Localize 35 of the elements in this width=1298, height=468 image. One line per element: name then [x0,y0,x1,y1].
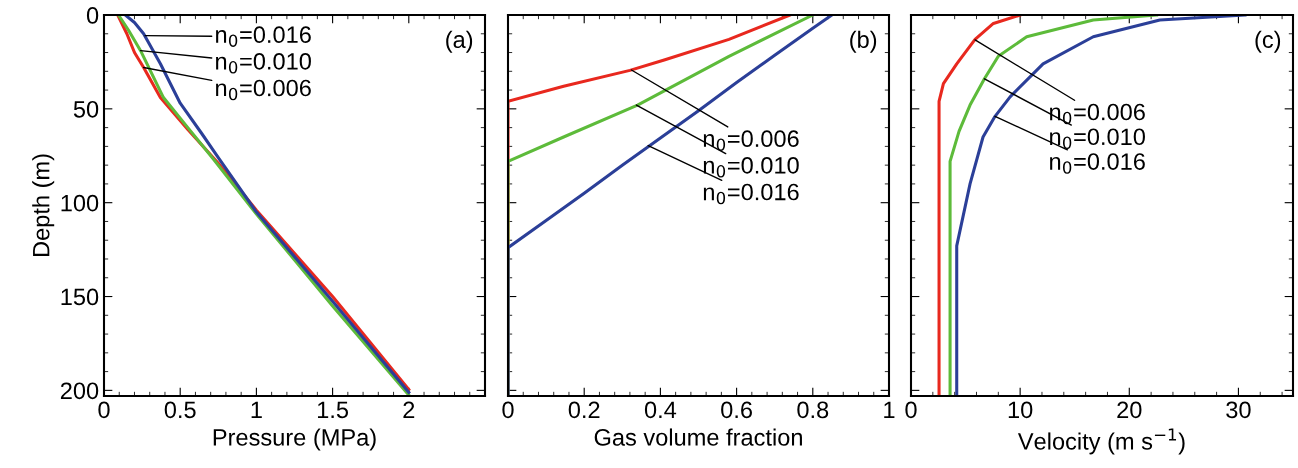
annotation: (a) [446,30,473,53]
annotation: (b) [850,30,877,53]
x-tick-label: 0.2 [568,401,600,419]
y-tick-label: 50 [73,100,99,118]
x-tick-label: 20 [1117,401,1142,419]
x-tick-label: 10 [1008,401,1033,419]
x-tick-label: 2 [403,401,415,418]
y-tick-label: 0 [86,7,99,24]
annotation: n$_{0}$=0.016 [216,26,311,47]
x-tick-label: 0.8 [797,401,829,419]
x-tick-label: 0.4 [644,401,677,419]
x-tick-label: 0 [905,401,917,419]
annotation: n$_{0}$=0.006 [216,79,311,101]
annotation: n$_{0}$=0.006 [703,130,799,151]
y-tick-label: 150 [61,288,99,306]
x-tick-label: 0.6 [721,401,752,419]
annotation: n$_{0}$=0.016 [1050,153,1145,174]
x-tick-label: 30 [1226,401,1251,419]
y-tick-label: 200 [60,382,99,400]
x-tick-label: 0.5 [164,401,196,419]
x-axis-title: Velocity (m s$^{−1}$) [1017,428,1185,455]
annotation: (c) [1255,30,1281,53]
x-axis-title: Gas volume fraction [594,428,802,446]
y-tick-label: 100 [61,194,99,212]
y-axis-title: Depth (m) [32,154,55,257]
annotation: n$_{0}$=0.016 [703,183,799,205]
x-tick-label: 0 [502,401,514,419]
annotation: n$_{0}$=0.010 [703,156,799,178]
annotation: n$_{0}$=0.010 [1050,128,1145,149]
x-tick-label: 1 [884,401,895,418]
x-tick-label: 1.5 [317,401,349,419]
x-axis-title: Pressure (MPa) [213,428,376,451]
x-tick-label: 0 [98,401,110,419]
x-tick-label: 1 [251,401,262,418]
annotation: n$_{0}$=0.010 [216,52,311,74]
